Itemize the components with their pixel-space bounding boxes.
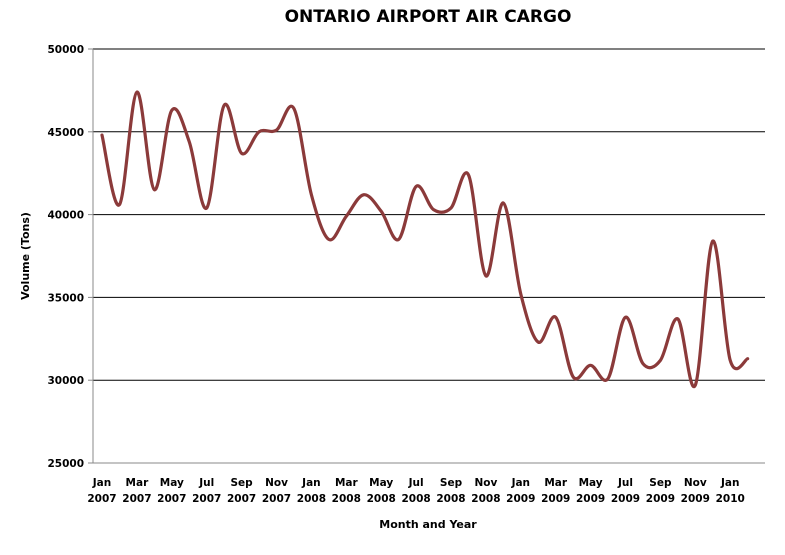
x-tick-label: May 2009 [576, 477, 605, 505]
x-tick-month: Jan [720, 477, 739, 489]
x-tick-year: 2008 [332, 493, 361, 505]
x-tick-month: Jan [301, 477, 320, 489]
x-tick-label: Mar 2008 [332, 477, 361, 505]
x-tick-month: Nov [265, 477, 288, 489]
x-tick-year: 2008 [471, 493, 500, 505]
x-tick-year: 2007 [227, 493, 256, 505]
x-tick-year: 2008 [401, 493, 430, 505]
x-tick-year: 2007 [87, 493, 116, 505]
x-tick-month: Sep [440, 477, 463, 489]
x-tick-year: 2009 [681, 493, 710, 505]
x-tick-label: Jul 2008 [401, 477, 430, 505]
y-axis-label: Volume (Tons) [19, 212, 32, 300]
x-tick-label: Sep 2008 [436, 477, 465, 505]
x-tick-month: Sep [230, 477, 253, 489]
x-tick-year: 2007 [192, 493, 221, 505]
x-tick-label: May 2008 [367, 477, 396, 505]
y-tick-label: 35000 [47, 292, 84, 304]
x-tick-year: 2008 [297, 493, 326, 505]
x-tick-year: 2007 [157, 493, 186, 505]
grid-layer [93, 48, 765, 381]
x-tick-month: Mar [544, 477, 568, 489]
x-tick-label: Sep 2007 [227, 477, 256, 505]
x-tick-year: 2009 [576, 493, 605, 505]
x-tick-label: Jan 2008 [297, 477, 326, 505]
x-tick-month: Jul [617, 477, 633, 489]
x-tick-label: Jul 2007 [192, 477, 221, 505]
x-tick-month: Mar [126, 477, 150, 489]
series-layer [100, 90, 750, 389]
x-tick-month: Jul [408, 477, 424, 489]
x-tick-year: 2010 [716, 493, 745, 505]
x-tick-month: May [160, 477, 184, 489]
y-tick-label: 45000 [47, 127, 84, 139]
x-tick-year: 2009 [646, 493, 675, 505]
x-tick-label: Sep 2009 [646, 477, 675, 505]
chart-title: ONTARIO AIRPORT AIR CARGO [285, 7, 572, 27]
x-axis-label: Month and Year [379, 518, 477, 531]
y-tick-labels: 25000 30000 35000 40000 45000 50000 [47, 44, 84, 470]
x-tick-label: Nov 2008 [471, 477, 500, 505]
x-tick-month: Jan [92, 477, 111, 489]
x-tick-year: 2007 [262, 493, 291, 505]
x-tick-label: Jan 2010 [716, 477, 745, 505]
x-tick-month: Sep [649, 477, 672, 489]
x-tick-label: Mar 2007 [122, 477, 151, 505]
x-tick-year: 2009 [611, 493, 640, 505]
y-tick-label: 30000 [47, 375, 84, 387]
series-line [100, 90, 750, 389]
x-tick-label: Nov 2007 [262, 477, 291, 505]
x-tick-month: Nov [684, 477, 707, 489]
x-tick-year: 2008 [436, 493, 465, 505]
x-tick-label: Mar 2009 [541, 477, 570, 505]
y-tick-label: 50000 [47, 44, 84, 56]
x-tick-month: Jul [198, 477, 214, 489]
x-tick-label: Jan 2007 [87, 477, 116, 505]
y-tick-label: 25000 [47, 458, 84, 470]
x-tick-month: Mar [335, 477, 359, 489]
x-tick-label: Nov 2009 [681, 477, 710, 505]
x-tick-month: May [369, 477, 393, 489]
axis-layer [88, 48, 765, 464]
x-tick-year: 2009 [541, 493, 570, 505]
x-tick-labels: Jan 2007 Mar 2007 May 2007 Jul 2007 Sep 2007 Nov 20… [87, 477, 744, 505]
x-tick-year: 2007 [122, 493, 151, 505]
x-tick-month: May [579, 477, 603, 489]
x-tick-month: Jan [511, 477, 530, 489]
x-tick-label: May 2007 [157, 477, 186, 505]
x-tick-year: 2009 [506, 493, 535, 505]
y-tick-label: 40000 [47, 210, 84, 222]
x-tick-year: 2008 [367, 493, 396, 505]
x-tick-month: Nov [474, 477, 497, 489]
x-tick-label: Jul 2009 [611, 477, 640, 505]
x-tick-label: Jan 2009 [506, 477, 535, 505]
